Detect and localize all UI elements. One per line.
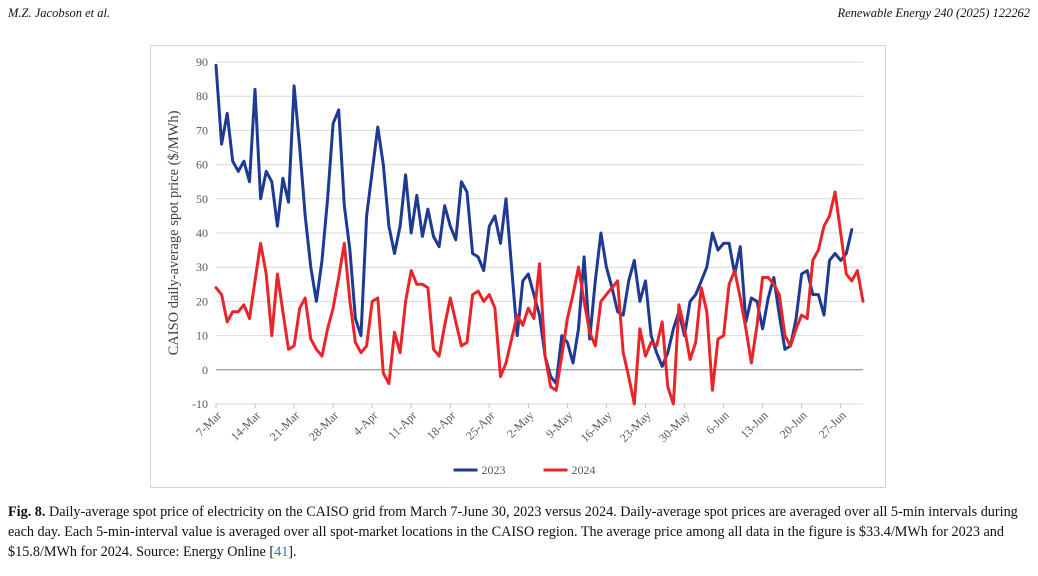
- caption-reference-link[interactable]: 41: [274, 544, 289, 560]
- y-tick-label: -10: [192, 397, 208, 411]
- y-tick-label: 40: [196, 226, 208, 240]
- y-tick-label: 20: [196, 294, 208, 308]
- legend-label-2024: 2024: [572, 463, 596, 477]
- x-tick-label: 6-Jun: [703, 408, 732, 437]
- y-tick-label: 0: [202, 363, 208, 377]
- line-chart: -10 0 10 20 30 40 50 60 70 80 90 CAISO daily-averag…: [166, 55, 865, 477]
- header-journal: Renewable Energy 240 (2025) 122262: [837, 6, 1030, 20]
- y-tick-label: 60: [196, 158, 208, 172]
- caption-text-end: ].: [288, 544, 297, 560]
- x-tick-label: 21-Mar: [267, 408, 302, 443]
- x-tick-label: 28-Mar: [306, 408, 341, 443]
- x-tick-label: 16-May: [578, 408, 615, 445]
- axes: -10 0 10 20 30 40 50 60 70 80 90 CAISO daily-averag…: [166, 55, 863, 445]
- legend: 2023 2024: [453, 463, 596, 477]
- x-tick-label: 23-May: [617, 408, 654, 445]
- y-tick-label: 80: [196, 89, 208, 103]
- x-tick-label: 2-May: [504, 408, 537, 441]
- y-tick-label: 50: [196, 192, 208, 206]
- figure-caption: Fig. 8. Daily-average spot price of elec…: [8, 502, 1030, 562]
- x-tick-label: 27-Jun: [816, 408, 849, 441]
- x-tick-label: 30-May: [656, 408, 693, 445]
- x-tick-label: 18-Apr: [424, 408, 458, 442]
- x-tick-label: 14-Mar: [228, 408, 263, 443]
- y-tick-label: 90: [196, 55, 208, 69]
- y-axis-title: CAISO daily-average spot price ($/MWh): [166, 110, 182, 355]
- figure-frame: -10 0 10 20 30 40 50 60 70 80 90 CAISO daily-averag…: [150, 45, 886, 488]
- series-lines: [214, 63, 865, 406]
- x-tick-label: 25-Apr: [463, 408, 497, 442]
- legend-label-2023: 2023: [482, 463, 506, 477]
- y-tick-label: 70: [196, 123, 208, 137]
- y-tick-label: 30: [196, 260, 208, 274]
- y-tick-label: 10: [196, 329, 208, 343]
- x-tick-label: 7-Mar: [193, 408, 224, 439]
- series-line-2024: [214, 190, 865, 406]
- x-tick-label: 9-May: [543, 408, 576, 441]
- caption-label: Fig. 8.: [8, 504, 46, 520]
- x-tick-label: 13-Jun: [738, 408, 771, 441]
- x-tick-label: 20-Jun: [777, 408, 810, 441]
- caption-text: Daily-average spot price of electricity …: [8, 504, 1018, 560]
- x-tick-label: 4-Apr: [350, 408, 380, 438]
- header-authors: M.Z. Jacobson et al.: [8, 6, 111, 20]
- x-tick-label: 11-Apr: [385, 408, 419, 442]
- gridlines: [216, 61, 863, 405]
